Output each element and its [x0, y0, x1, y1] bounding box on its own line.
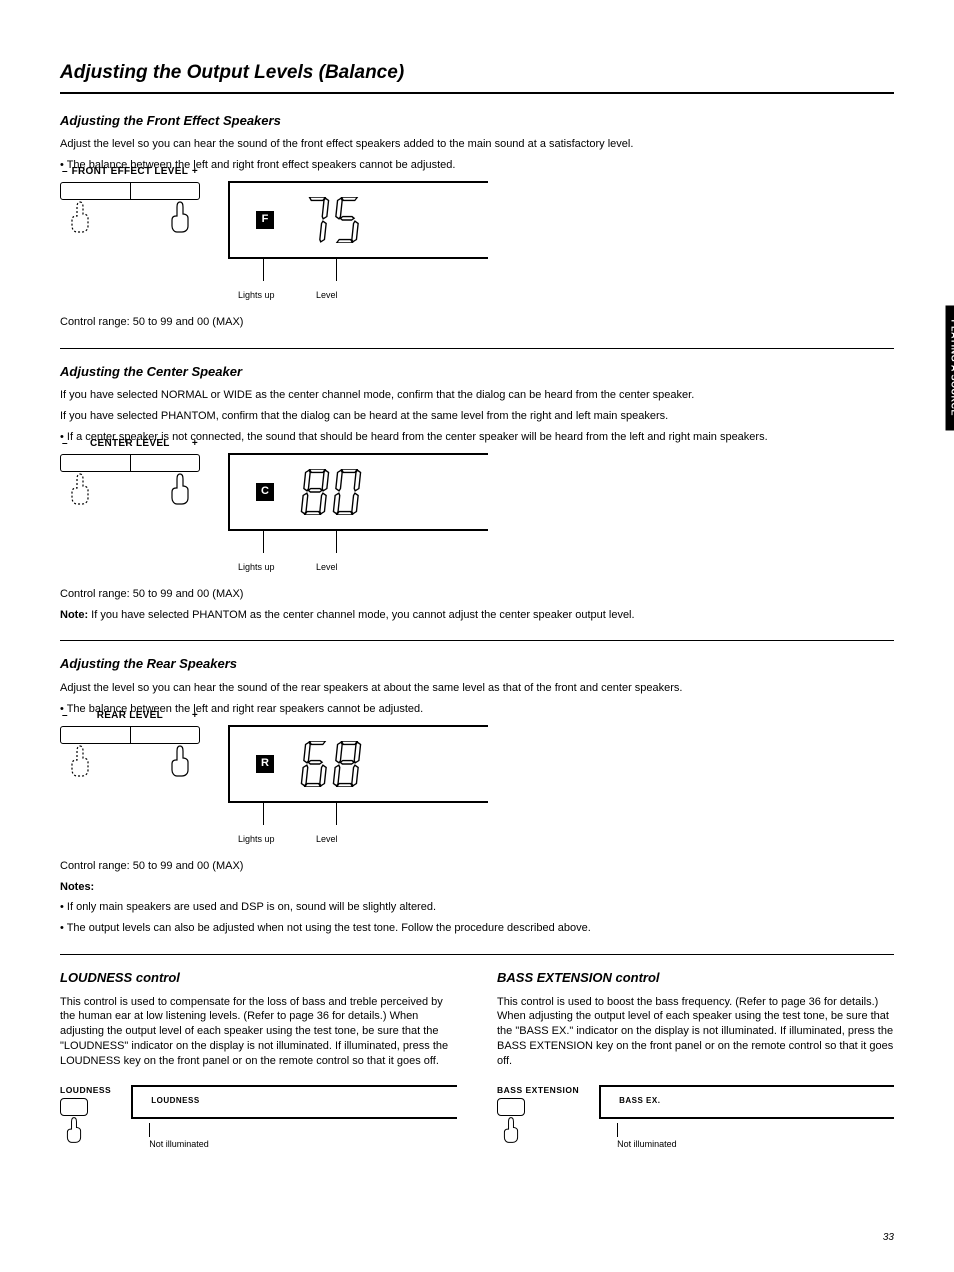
section-loudness: LOUDNESS control This control is used to… — [60, 969, 457, 1157]
lcd-front: F Lights up Level — [228, 181, 488, 305]
seven-seg-value — [302, 741, 360, 787]
lead-level: Level — [316, 833, 338, 845]
body-loudness: This control is used to compensate for t… — [60, 995, 457, 1069]
center-level-control: – CENTER LEVEL + — [60, 453, 200, 507]
seven-seg-value — [302, 469, 360, 515]
page-number: 33 — [883, 1231, 894, 1245]
display-strip: LOUDNESS — [131, 1085, 457, 1119]
range-rear: Control range: 50 to 99 and 00 (MAX) — [60, 859, 894, 874]
control-label: FRONT EFFECT LEVEL — [68, 165, 192, 179]
note-rear-2: • The output levels can also be adjusted… — [60, 921, 894, 936]
bass-button-illus: BASS EXTENSION — [497, 1085, 579, 1149]
body-front: Adjust the level so you can hear the sou… — [60, 137, 894, 152]
heading-loudness: LOUDNESS control — [60, 969, 457, 987]
body-bass: This control is used to boost the bass f… — [497, 995, 894, 1069]
rocker-button[interactable] — [60, 454, 200, 472]
rocker-button[interactable] — [60, 182, 200, 200]
front-level-control: – FRONT EFFECT LEVEL + — [60, 181, 200, 235]
lead-lightsup: Lights up — [238, 561, 275, 573]
badge-f: F — [256, 211, 274, 229]
heading-center: Adjusting the Center Speaker — [60, 363, 894, 381]
control-label: REAR LEVEL — [68, 709, 192, 723]
plus-sign: + — [192, 437, 198, 453]
section-center: Adjusting the Center Speaker If you have… — [60, 363, 894, 623]
indicator-caption: Not illuminated — [617, 1123, 894, 1150]
section-bass: BASS EXTENSION control This control is u… — [497, 969, 894, 1157]
section-front: Adjusting the Front Effect Speakers Adju… — [60, 112, 894, 330]
lcd-center: C Lights up Level — [228, 453, 488, 577]
loudness-button-illus: LOUDNESS — [60, 1085, 111, 1149]
lcd-rear: R Lights up Level — [228, 725, 488, 849]
rule — [60, 954, 894, 955]
note-center: Note: If you have selected PHANTOM as th… — [60, 608, 894, 623]
indicator-loudness: LOUDNESS — [151, 1096, 199, 1107]
heading-rear: Adjusting the Rear Speakers — [60, 655, 894, 673]
badge-c: C — [256, 483, 274, 501]
hand-icon — [66, 744, 94, 778]
rocker-button[interactable] — [60, 726, 200, 744]
side-tab: PLAYING A SOURCE — [946, 305, 954, 430]
page-title: Adjusting the Output Levels (Balance) — [60, 60, 894, 86]
loudness-button[interactable] — [60, 1098, 88, 1116]
lead-lightsup: Lights up — [238, 833, 275, 845]
indicator-caption: Not illuminated — [149, 1123, 457, 1150]
notes-rear: Notes: — [60, 880, 894, 895]
lead-lightsup: Lights up — [238, 289, 275, 301]
rear-level-control: – REAR LEVEL + — [60, 725, 200, 779]
seven-seg-value — [302, 197, 360, 243]
hand-icon — [66, 200, 94, 234]
lead-level: Level — [316, 561, 338, 573]
hand-icon — [166, 744, 194, 778]
note-rear-1: • If only main speakers are used and DSP… — [60, 900, 894, 915]
heading-front: Adjusting the Front Effect Speakers — [60, 112, 894, 130]
hand-icon — [166, 200, 194, 234]
badge-r: R — [256, 755, 274, 773]
lead-level: Level — [316, 289, 338, 301]
body-rear: Adjust the level so you can hear the sou… — [60, 681, 894, 696]
hand-icon — [63, 1116, 85, 1144]
plus-sign: + — [192, 709, 198, 725]
rule — [60, 348, 894, 349]
rule — [60, 640, 894, 641]
body-center-1: If you have selected NORMAL or WIDE as t… — [60, 388, 894, 403]
hand-icon — [500, 1116, 522, 1144]
hand-icon — [166, 472, 194, 506]
display-strip: BASS EX. — [599, 1085, 894, 1119]
hand-icon — [66, 472, 94, 506]
plus-sign: + — [192, 165, 198, 181]
heading-bass: BASS EXTENSION control — [497, 969, 894, 987]
indicator-bass-ex: BASS EX. — [619, 1096, 660, 1107]
range-front: Control range: 50 to 99 and 00 (MAX) — [60, 315, 894, 330]
rule — [60, 92, 894, 94]
body-center-2: If you have selected PHANTOM, confirm th… — [60, 409, 894, 424]
control-label: CENTER LEVEL — [68, 437, 192, 451]
range-center: Control range: 50 to 99 and 00 (MAX) — [60, 587, 894, 602]
bass-extension-button[interactable] — [497, 1098, 525, 1116]
section-rear: Adjusting the Rear Speakers Adjust the l… — [60, 655, 894, 936]
